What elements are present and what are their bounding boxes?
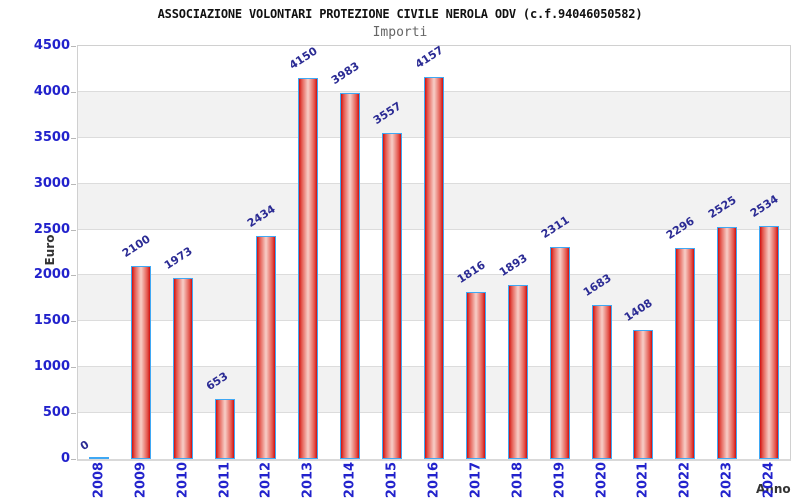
bar-2012 [256, 236, 277, 459]
y-tick-mark [71, 275, 76, 277]
y-tick-label: 1500 [33, 313, 70, 329]
y-tick-mark [71, 229, 76, 231]
y-tick-label: 3500 [33, 129, 70, 145]
bar-2020 [591, 305, 612, 459]
x-tick-label-2021: 2021 [635, 461, 651, 499]
bar-2018 [507, 285, 528, 459]
bar-2010 [172, 278, 193, 459]
y-tick-label: 2000 [33, 267, 70, 283]
x-tick-label-2012: 2012 [258, 461, 274, 499]
x-tick-label-2015: 2015 [384, 461, 400, 499]
bar-2016 [424, 77, 444, 459]
x-tick-label-2013: 2013 [300, 461, 316, 499]
y-tick-mark [71, 459, 76, 460]
y-axis-title: Euro [43, 234, 57, 266]
chart-subtitle: Importi [372, 25, 428, 40]
y-tick-mark [71, 46, 76, 47]
x-tick-label-2010: 2010 [175, 461, 191, 499]
bar-2009 [130, 266, 151, 459]
bar-2017 [465, 292, 486, 459]
bar-2024 [759, 226, 780, 459]
chart-title: ASSOCIAZIONE VOLONTARI PROTEZIONE CIVILE… [157, 7, 643, 21]
bar-2008 [88, 457, 109, 459]
x-tick-label-2020: 2020 [594, 461, 610, 499]
y-tick-mark [71, 91, 76, 93]
y-tick-mark [71, 413, 76, 415]
y-tick-label: 1000 [33, 359, 70, 375]
bar-2023 [717, 227, 738, 459]
plot-area: 0 2100 1973 653 2434 4150 3983 3557 4157 1816 1893… [77, 43, 791, 461]
bar-2015 [382, 133, 403, 459]
x-tick-label-2011: 2011 [217, 461, 233, 499]
bar-2019 [549, 247, 570, 459]
bar-2011 [214, 399, 235, 459]
x-tick-label-2009: 2009 [133, 461, 149, 499]
x-tick-label-2024: 2024 [761, 461, 777, 499]
y-tick-label: 4000 [33, 83, 70, 99]
x-tick-label-2016: 2016 [426, 461, 442, 499]
y-tick-label: 0 [60, 451, 70, 466]
x-tick-label-2022: 2022 [677, 461, 693, 499]
y-tick-label: 500 [42, 405, 70, 421]
x-axis-title: Anno [756, 482, 791, 496]
x-tick-label-2008: 2008 [91, 461, 107, 499]
y-tick-mark [71, 367, 76, 369]
y-tick-mark [71, 321, 76, 323]
y-tick-label: 2500 [33, 221, 70, 237]
x-tick-label-2017: 2017 [468, 461, 484, 499]
x-tick-label-2014: 2014 [342, 461, 358, 499]
y-tick-mark [71, 137, 76, 139]
y-tick-label: 3000 [33, 175, 70, 191]
bar-2021 [633, 330, 654, 459]
bar-2022 [675, 248, 696, 459]
x-tick-label-2023: 2023 [719, 461, 735, 499]
bar-2014 [340, 93, 361, 459]
y-tick-label: 4500 [33, 38, 70, 53]
x-tick-label-2019: 2019 [552, 461, 568, 499]
y-tick-mark [71, 183, 76, 185]
x-tick-label-2018: 2018 [510, 461, 526, 499]
bar-2013 [298, 78, 319, 459]
